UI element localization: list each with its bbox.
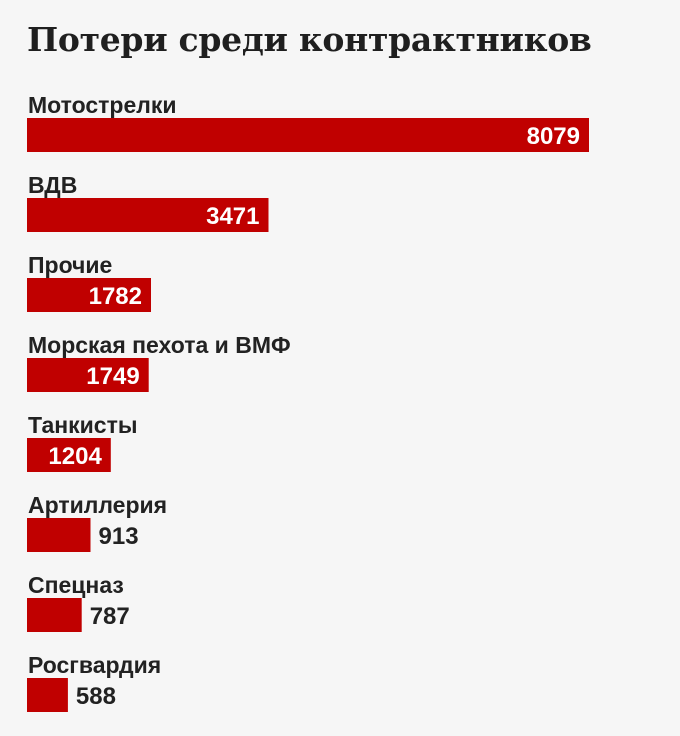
value-label: 3471 (206, 203, 259, 230)
value-label: 1204 (48, 443, 102, 470)
bar (27, 598, 82, 632)
value-label: 1749 (86, 363, 139, 390)
bar (27, 438, 111, 472)
value-label: 787 (90, 603, 130, 630)
chart-title: Потери среди контрактников (27, 20, 592, 59)
value-label: 8079 (527, 123, 580, 150)
category-label: Прочие (28, 252, 112, 278)
bar (27, 278, 151, 312)
value-label: 1782 (89, 283, 142, 310)
bar (27, 518, 91, 552)
category-label: Морская пехота и ВМФ (28, 332, 291, 358)
bar (27, 678, 68, 712)
category-label: Мотострелки (28, 92, 177, 118)
category-label: Спецназ (28, 572, 124, 598)
bar (27, 358, 149, 392)
category-label: Росгвардия (28, 652, 161, 678)
bar (27, 118, 589, 152)
value-label: 588 (76, 683, 116, 710)
category-label: Танкисты (28, 412, 138, 438)
value-label: 913 (99, 523, 139, 550)
bar (27, 198, 269, 232)
bars-layer: Мотострелки 8079 ВДВ 3471 Прочие 1782 Морская … (27, 92, 589, 712)
category-label: ВДВ (28, 172, 77, 198)
category-label: Артиллерия (28, 492, 167, 518)
